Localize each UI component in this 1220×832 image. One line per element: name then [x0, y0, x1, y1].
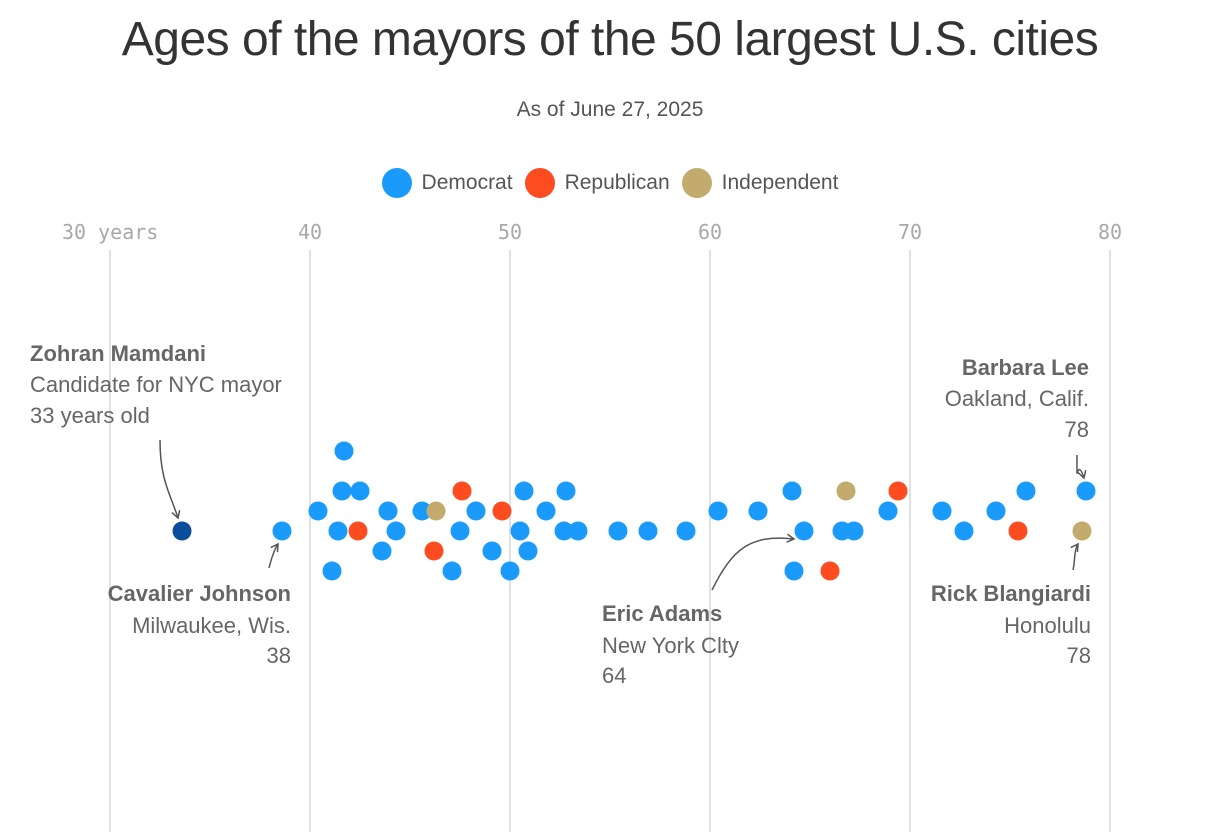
chart-subtitle: As of June 27, 2025 — [516, 98, 704, 121]
point-democrat-9 — [378, 501, 398, 521]
point-democrat-26 — [556, 481, 576, 501]
point-democrat-46 — [1016, 481, 1036, 501]
annotation-adams-name: Eric Adams — [602, 601, 722, 626]
point-democrat-4 — [332, 481, 352, 501]
x-tick-label-50: 50 — [498, 220, 522, 244]
point-independent-13 — [426, 501, 446, 521]
annotation-arrow-lee — [1076, 454, 1087, 480]
point-democrat-3 — [328, 521, 348, 541]
point-highlight-zohran-mamdani — [172, 521, 192, 541]
annotation-blangiardi-line2: Honolulu — [1004, 613, 1091, 638]
point-republican-16 — [452, 481, 472, 501]
point-democrat-43 — [954, 521, 974, 541]
annotation-lee: Barbara Lee Oakland, Calif. 78 — [945, 355, 1089, 442]
point-democrat-1 — [308, 501, 328, 521]
annotation-blangiardi: Rick Blangiardi Honolulu 78 — [931, 581, 1091, 668]
point-democrat-2 — [322, 561, 342, 581]
legend-swatch-republican — [524, 168, 555, 198]
point-democrat-33 — [782, 481, 802, 501]
point-democrat-20 — [500, 561, 520, 581]
point-democrat-0 — [272, 521, 292, 541]
annotation-mamdani-line2: Candidate for NYC mayor — [30, 372, 282, 397]
annotation-blangiardi-line3: 78 — [1067, 643, 1091, 668]
x-tick-label-60: 60 — [698, 220, 722, 244]
legend-swatch-democrat — [381, 168, 412, 198]
legend-label-republican: Republican — [564, 171, 670, 194]
point-independent-47 — [1072, 521, 1092, 541]
point-democrat-5 — [334, 441, 354, 461]
annotation-adams-line3: 64 — [602, 663, 626, 688]
point-independent-38 — [836, 481, 856, 501]
annotation-johnson-name: Cavalier Johnson — [108, 581, 291, 606]
point-democrat-32 — [748, 501, 768, 521]
point-democrat-14 — [442, 561, 462, 581]
point-democrat-44 — [986, 501, 1006, 521]
point-democrat-39 — [844, 521, 864, 541]
point-republican-12 — [424, 541, 444, 561]
x-axis-ticks: 30 years 40 50 60 70 80 — [62, 220, 1122, 244]
annotation-arrow-johnson — [268, 542, 279, 569]
annotation-arrows — [159, 439, 1087, 591]
annotation-mamdani: Zohran Mamdani Candidate for NYC mayor 3… — [30, 341, 282, 428]
point-democrat-7 — [350, 481, 370, 501]
annotation-johnson: Cavalier Johnson Milwaukee, Wis. 38 — [108, 581, 291, 668]
point-republican-6 — [348, 521, 368, 541]
point-democrat-30 — [676, 521, 696, 541]
annotation-adams-line2: New York Clty — [602, 633, 739, 658]
point-republican-45 — [1008, 521, 1028, 541]
point-democrat-48 — [1076, 481, 1096, 501]
legend-label-democrat: Democrat — [421, 171, 513, 194]
annotation-mamdani-line3: 33 years old — [30, 403, 150, 428]
legend-item-republican: Republican — [524, 168, 670, 198]
point-republican-36 — [820, 561, 840, 581]
legend-item-independent: Independent — [681, 168, 839, 198]
legend-item-democrat: Democrat — [381, 168, 513, 198]
point-democrat-27 — [568, 521, 588, 541]
annotation-adams: Eric Adams New York Clty 64 — [602, 601, 739, 688]
point-democrat-15 — [450, 521, 470, 541]
point-democrat-25 — [554, 521, 574, 541]
point-democrat-35 — [794, 521, 814, 541]
point-democrat-22 — [514, 481, 534, 501]
point-democrat-8 — [372, 541, 392, 561]
annotation-arrow-adams — [711, 533, 796, 591]
point-republican-41 — [888, 481, 908, 501]
x-tick-label-40: 40 — [298, 220, 322, 244]
point-democrat-23 — [518, 541, 538, 561]
point-democrat-10 — [386, 521, 406, 541]
data-points — [172, 441, 1096, 581]
point-democrat-11 — [412, 501, 432, 521]
annotation-johnson-line2: Milwaukee, Wis. — [132, 613, 291, 638]
legend: Democrat Republican Independent — [0, 168, 1220, 198]
annotation-arrow-blangiardi — [1070, 542, 1079, 571]
annotation-johnson-line3: 38 — [267, 643, 291, 668]
point-democrat-31 — [708, 501, 728, 521]
point-democrat-28 — [608, 521, 628, 541]
gridlines — [109, 250, 1111, 832]
point-democrat-40 — [878, 501, 898, 521]
x-tick-label-80: 80 — [1098, 220, 1122, 244]
legend-swatch-independent — [681, 168, 712, 198]
point-democrat-18 — [482, 541, 502, 561]
x-tick-label-30: 30 years — [62, 220, 158, 244]
point-democrat-17 — [466, 501, 486, 521]
legend-label-independent: Independent — [721, 171, 839, 194]
annotation-arrow-mamdani — [159, 439, 181, 520]
annotation-blangiardi-name: Rick Blangiardi — [931, 581, 1091, 606]
point-democrat-42 — [932, 501, 952, 521]
chart-title: Ages of the mayors of the 50 largest U.S… — [121, 13, 1099, 66]
annotation-lee-name: Barbara Lee — [962, 355, 1089, 380]
annotation-lee-line2: Oakland, Calif. — [945, 386, 1089, 411]
annotation-mamdani-name: Zohran Mamdani — [30, 341, 206, 366]
point-democrat-29 — [638, 521, 658, 541]
point-democrat-21 — [510, 521, 530, 541]
x-tick-label-70: 70 — [898, 220, 922, 244]
point-republican-19 — [492, 501, 512, 521]
annotation-lee-line3: 78 — [1065, 417, 1089, 442]
point-democrat-24 — [536, 501, 556, 521]
point-democrat-34 — [784, 561, 804, 581]
